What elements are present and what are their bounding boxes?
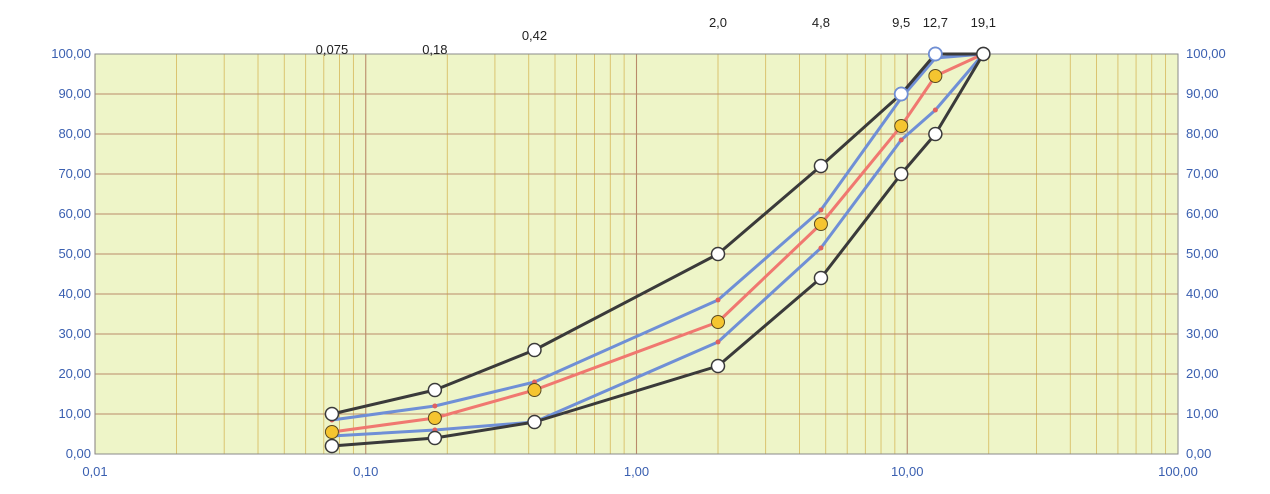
y-tick-label-left: 10,00 — [58, 406, 91, 421]
y-tick-label-right: 50,00 — [1186, 246, 1219, 261]
y-tick-label-left: 90,00 — [58, 86, 91, 101]
y-tick-label-right: 10,00 — [1186, 406, 1219, 421]
data-point-upper-band — [818, 207, 824, 213]
y-axis-left: 0,00 10,00 20,00 30,00 40,00 50,00 60,00 70,00 8… — [51, 46, 91, 461]
sieve-size-labels: 0,075 0,18 0,42 2,0 4,8 9,5 12,7 19,1 — [316, 15, 996, 57]
y-tick-label-right: 60,00 — [1186, 206, 1219, 221]
data-point-lower-band — [715, 339, 721, 345]
data-point-upper-envelope — [710, 246, 726, 262]
data-point-upper-envelope-highlight — [927, 46, 943, 62]
y-tick-label-left: 40,00 — [58, 286, 91, 301]
sieve-label: 0,18 — [422, 42, 447, 57]
sieve-label: 4,8 — [812, 15, 830, 30]
data-point-lower-band — [932, 107, 938, 113]
y-tick-label-left: 70,00 — [58, 166, 91, 181]
data-point-lower-envelope — [324, 438, 340, 454]
x-tick-label: 0,01 — [82, 464, 107, 479]
sieve-label: 19,1 — [971, 15, 996, 30]
y-tick-label-right: 0,00 — [1186, 446, 1211, 461]
x-axis: 0,01 0,10 1,00 10,00 100,00 — [82, 464, 1198, 479]
data-point-upper-envelope-highlight — [893, 86, 909, 102]
data-point-upper-envelope — [527, 342, 542, 358]
x-tick-label: 10,00 — [891, 464, 924, 479]
sieve-label: 9,5 — [892, 15, 910, 30]
data-point-lower-envelope — [527, 414, 542, 430]
y-tick-label-left: 20,00 — [58, 366, 91, 381]
x-tick-label: 100,00 — [1158, 464, 1198, 479]
plot-frame — [94, 53, 1179, 455]
data-point-lower-band — [818, 245, 824, 251]
y-tick-label-right: 30,00 — [1186, 326, 1219, 341]
sieve-label: 0,42 — [522, 28, 547, 43]
y-tick-label-right: 40,00 — [1186, 286, 1219, 301]
data-point-upper-band — [715, 297, 721, 303]
data-point-lower-envelope — [893, 166, 909, 182]
x-tick-label: 1,00 — [624, 464, 649, 479]
y-tick-label-left: 30,00 — [58, 326, 91, 341]
y-tick-label-left: 60,00 — [58, 206, 91, 221]
data-point-median — [894, 119, 909, 133]
sieve-label: 2,0 — [709, 15, 727, 30]
series-line-upper-band — [331, 52, 984, 422]
sieve-label: 12,7 — [923, 15, 948, 30]
series-line-lower-band — [331, 53, 985, 438]
data-point-lower-envelope — [976, 46, 991, 62]
data-point-median — [427, 411, 442, 425]
y-axis-right: 0,00 10,00 20,00 30,00 40,00 50,00 60,00 70,00 8… — [1186, 46, 1226, 461]
y-tick-label-left: 50,00 — [58, 246, 91, 261]
data-point-upper-envelope — [324, 406, 340, 422]
y-tick-label-left: 80,00 — [58, 126, 91, 141]
data-point-median — [324, 425, 339, 439]
y-tick-label-right: 90,00 — [1186, 86, 1219, 101]
data-point-lower-envelope — [427, 430, 443, 446]
x-tick-label: 0,10 — [353, 464, 378, 479]
sieve-label: 0,075 — [316, 42, 349, 57]
data-point-median — [527, 383, 542, 397]
series-line-lower-envelope — [331, 53, 985, 448]
data-point-upper-envelope — [813, 158, 829, 174]
series-line-median — [331, 52, 984, 434]
y-tick-label-right: 20,00 — [1186, 366, 1219, 381]
y-tick-label-right: 80,00 — [1186, 126, 1219, 141]
data-point-lower-envelope — [710, 358, 726, 374]
y-tick-label-left: 100,00 — [51, 46, 91, 61]
plot-border — [94, 53, 1179, 455]
data-point-upper-envelope — [427, 382, 443, 398]
data-point-median — [928, 69, 943, 83]
series-layer — [324, 46, 991, 454]
y-tick-label-right: 70,00 — [1186, 166, 1219, 181]
data-point-upper-band — [432, 403, 438, 409]
grid-lines — [94, 53, 1178, 455]
y-tick-label-left: 0,00 — [66, 446, 91, 461]
data-point-median — [813, 217, 828, 231]
data-point-lower-envelope — [928, 126, 943, 142]
data-point-lower-envelope — [813, 270, 829, 286]
data-point-lower-band — [898, 137, 904, 143]
y-tick-label-right: 100,00 — [1186, 46, 1226, 61]
data-point-median — [711, 315, 726, 329]
series-line-upper-envelope — [331, 52, 984, 416]
